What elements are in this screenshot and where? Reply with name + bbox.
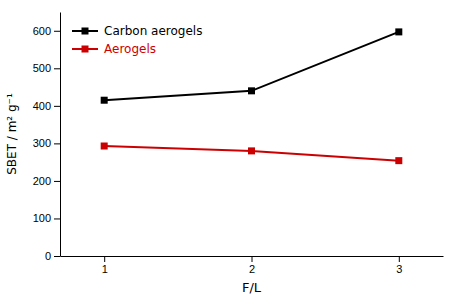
tick-label: 600 xyxy=(33,25,51,37)
x-axis-title: F/L xyxy=(242,280,262,295)
point xyxy=(395,28,402,35)
tick: 100 xyxy=(33,212,60,224)
series-line xyxy=(104,146,399,161)
legend-item: Carbon aerogels xyxy=(72,24,202,38)
tick-label: 300 xyxy=(33,137,51,149)
point xyxy=(248,87,255,94)
tick-label: 0 xyxy=(45,250,51,262)
tick-label: 500 xyxy=(33,62,51,74)
series-line xyxy=(104,32,399,100)
tick-mark xyxy=(54,31,60,32)
tick: 500 xyxy=(33,62,60,74)
plot: 1 2 3 0 100 200 300 400 500 600 Carbon aerogels Aer… xyxy=(33,13,444,275)
tick-label: 1 xyxy=(102,263,108,275)
tick-mark xyxy=(54,218,60,219)
legend-marker xyxy=(82,28,89,35)
tick-mark xyxy=(54,256,60,257)
point xyxy=(101,143,108,150)
marks xyxy=(101,28,403,164)
tick-label: 100 xyxy=(33,212,51,224)
y-axis: 0 100 200 300 400 500 600 xyxy=(33,13,61,263)
legend-marker xyxy=(82,46,89,53)
tick: 200 xyxy=(33,175,60,187)
point xyxy=(248,147,255,154)
tick: 3 xyxy=(396,256,402,275)
tick: 300 xyxy=(33,137,60,149)
tick: 0 xyxy=(45,250,60,262)
tick-label: 400 xyxy=(33,100,51,112)
tick-mark xyxy=(399,256,400,262)
chart: 1 2 3 0 100 200 300 400 500 600 Carbon aerogels Aer… xyxy=(0,0,459,300)
tick: 600 xyxy=(33,25,60,37)
x-axis: 1 2 3 xyxy=(61,256,444,275)
point xyxy=(101,97,108,104)
tick-label: 200 xyxy=(33,175,51,187)
tick-mark xyxy=(252,256,253,262)
tick-mark xyxy=(54,68,60,69)
tick: 400 xyxy=(33,100,60,112)
tick-mark xyxy=(104,256,105,262)
tick-mark xyxy=(54,106,60,107)
point xyxy=(395,157,402,164)
tick-mark xyxy=(54,181,60,182)
legend-label: Aerogels xyxy=(104,42,156,56)
y-axis-title: SBET / m² g⁻¹ xyxy=(5,93,19,175)
tick: 1 xyxy=(102,256,108,275)
tick-mark xyxy=(54,143,60,144)
tick-label: 3 xyxy=(396,263,402,275)
legend: Carbon aerogels Aerogels xyxy=(72,24,202,56)
tick: 2 xyxy=(249,256,255,275)
legend-item: Aerogels xyxy=(72,42,156,56)
axis-line xyxy=(60,13,61,257)
legend-label: Carbon aerogels xyxy=(104,24,202,38)
tick-label: 2 xyxy=(249,263,255,275)
